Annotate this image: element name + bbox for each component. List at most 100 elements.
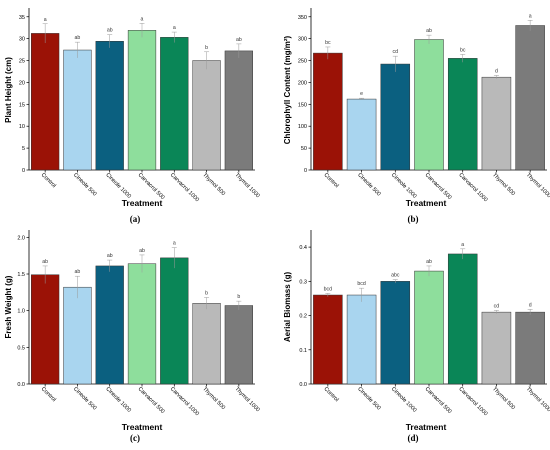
bar (515, 25, 545, 171)
significance-label: a (529, 13, 532, 19)
significance-label: ab (107, 253, 113, 259)
bar (313, 52, 343, 171)
category-label: Carvacrol 500 (424, 172, 453, 201)
bar (224, 305, 253, 385)
y-tick-label: 150 (298, 102, 307, 108)
significance-label: cd (494, 303, 500, 309)
significance-label: a (173, 241, 176, 247)
bar (95, 265, 124, 385)
bar (447, 58, 478, 171)
significance-label: b (205, 45, 208, 51)
y-tick-label: 1.0 (17, 309, 25, 315)
y-axis-title: Aerial Biomass (g) (283, 272, 292, 343)
y-tick-label: 0.0 (299, 382, 307, 388)
bar (346, 294, 377, 385)
category-label: Thymol 500 (491, 172, 516, 197)
significance-label: b (237, 294, 240, 300)
category-label: Thymol 500 (201, 386, 226, 411)
significance-label: ab (75, 269, 81, 275)
y-tick-label: 350 (298, 15, 307, 21)
bar (515, 311, 545, 385)
bar (63, 286, 92, 385)
significance-label: ab (426, 28, 432, 34)
bar (380, 281, 411, 385)
panel-label: (a) (130, 214, 141, 224)
significance-label: bc (460, 47, 466, 53)
significance-label: a (141, 16, 144, 22)
bar (447, 253, 478, 385)
significance-label: a (173, 25, 176, 31)
y-axis-title: Plant Height (cm) (4, 57, 13, 123)
significance-label: ab (426, 259, 432, 265)
y-tick-label: 50 (301, 146, 307, 152)
category-label: Carvacrol 1000 (457, 386, 488, 417)
bar (313, 294, 343, 385)
y-axis-title: Fresh Weight (g) (4, 275, 13, 338)
significance-label: bc (325, 40, 331, 46)
bar (346, 98, 377, 171)
category-label: Cineole 500 (72, 386, 97, 411)
y-tick-label: 0 (304, 168, 307, 174)
category-label: Thymol 1000 (233, 172, 260, 199)
category-label: Thymol 1000 (525, 386, 550, 413)
y-tick-label: 1.5 (17, 272, 25, 278)
y-tick-label: 0.3 (299, 279, 307, 285)
y-tick-label: 5 (22, 146, 25, 152)
category-label: Carvacrol 1000 (457, 172, 488, 203)
category-label: Cineole 1000 (104, 172, 132, 200)
category-label: Cineole 1000 (390, 172, 418, 200)
significance-label: ab (42, 259, 48, 265)
bar (160, 257, 189, 385)
significance-label: b (205, 290, 208, 296)
bar (127, 30, 157, 171)
category-label: Cineole 500 (72, 172, 97, 197)
category-label: Cineole 1000 (104, 386, 132, 414)
significance-label: a (461, 242, 464, 248)
y-tick-label: 0.2 (299, 314, 307, 320)
panel-label: (c) (130, 433, 140, 443)
chart-panel-4: 0.0 0.1 0.2 0.3 0.4 bcd Control bcd Cineole 500 a… (283, 230, 550, 443)
significance-label: a (44, 17, 47, 23)
x-axis-title: Treatment (122, 198, 163, 208)
chart-panel-2: 0 50 100 150 200 250 300 350 bc Control e Cineole 5… (283, 8, 550, 224)
bar (414, 270, 444, 385)
y-tick-label: 20 (19, 80, 25, 86)
y-tick-label: 300 (298, 37, 307, 43)
x-axis-title: Treatment (122, 422, 163, 432)
bar (31, 33, 60, 171)
y-tick-label: 100 (298, 124, 307, 130)
significance-label: ab (107, 28, 113, 34)
category-label: Thymol 1000 (525, 172, 550, 199)
y-tick-label: 0.0 (17, 382, 25, 388)
y-tick-label: 30 (19, 37, 25, 43)
bar (160, 37, 189, 171)
significance-label: bcd (324, 286, 332, 292)
y-tick-label: 35 (19, 15, 25, 21)
y-tick-label: 2.0 (17, 235, 25, 241)
category-label: Carvacrol 1000 (169, 172, 200, 203)
bar (414, 39, 444, 171)
significance-label: ab (75, 35, 81, 41)
category-label: Cineole 500 (356, 172, 381, 197)
category-label: Cineole 1000 (390, 386, 418, 414)
significance-label: e (360, 91, 363, 97)
category-label: Control (40, 172, 57, 189)
category-label: Carvacrol 500 (137, 386, 166, 415)
y-tick-label: 10 (19, 124, 25, 130)
bar (380, 63, 411, 171)
bar (31, 274, 60, 385)
x-axis-title: Treatment (406, 198, 447, 208)
significance-label: ab (139, 248, 145, 254)
panel-label: (b) (408, 214, 419, 224)
panel-label: (d) (408, 433, 419, 443)
y-tick-label: 200 (298, 80, 307, 86)
bar (95, 41, 124, 171)
bar (127, 263, 157, 385)
category-label: Control (322, 386, 339, 403)
category-label: Thymol 500 (491, 386, 516, 411)
category-label: Cineole 500 (356, 386, 381, 411)
bar (192, 60, 221, 171)
y-tick-label: 0.1 (299, 348, 307, 354)
